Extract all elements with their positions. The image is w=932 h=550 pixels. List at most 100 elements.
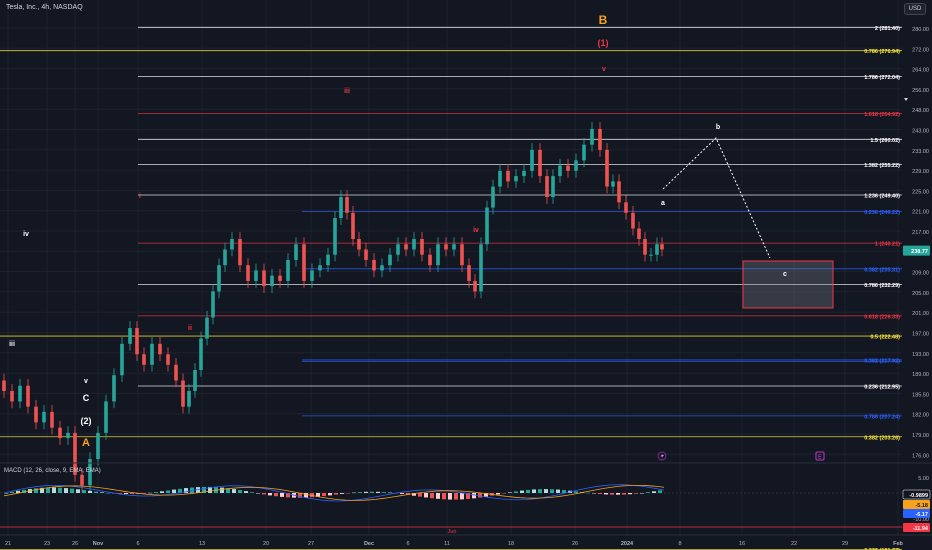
candle-body [294, 244, 298, 260]
time-tick-label: 26 [72, 541, 78, 547]
macd-histogram-bar [64, 488, 68, 493]
macd-histogram-bar [262, 493, 266, 495]
macd-histogram-bar [622, 493, 626, 495]
candle-body [58, 427, 62, 439]
candle-body [545, 176, 549, 198]
time-tick-label: 20 [263, 541, 269, 547]
candle-body [73, 432, 77, 475]
candle-body [34, 406, 38, 423]
candle-body [187, 390, 191, 407]
macd-histogram-bar [286, 493, 290, 498]
candle-body [10, 390, 14, 402]
macd-histogram-bar [178, 488, 182, 493]
time-tick-label: 8 [678, 541, 681, 547]
macd-histogram-bar [496, 493, 500, 495]
fib-level-label: 1.5 (260.02) [870, 138, 900, 144]
price-tick-label: 217.00 [912, 230, 929, 236]
macd-histogram-bar [100, 492, 104, 493]
macd-histogram-bar [502, 493, 506, 494]
candle-body [302, 244, 306, 281]
fib-level-label: 1.786 (272.04) [864, 75, 900, 81]
macd-value-label: -5.18 [915, 503, 928, 509]
candle-body [339, 197, 343, 219]
svg-text:E: E [818, 455, 822, 461]
candle-body [50, 411, 54, 428]
wave-label: B [599, 13, 608, 27]
candle-body [574, 160, 578, 171]
fib-level-label: 0.786 (276.94) [864, 49, 900, 55]
macd-histogram-bar [646, 492, 650, 493]
wave-label: v [602, 66, 606, 73]
macd-histogram-bar [400, 493, 404, 494]
symbol-title[interactable]: Tesla, Inc., 4h, NASDAQ [6, 4, 83, 11]
wave-label: a [661, 200, 665, 207]
macd-histogram-bar [418, 493, 422, 497]
candle-body [357, 238, 361, 250]
macd-histogram-bar [436, 493, 440, 499]
price-tick-label: 185.50 [912, 392, 929, 398]
macd-histogram-bar [448, 493, 452, 500]
candle-body [345, 197, 349, 213]
macd-histogram-bar [226, 488, 230, 493]
macd-histogram-bar [508, 492, 512, 493]
wave-label: b [716, 124, 720, 131]
fib-level-label: 0.786 (207.24) [864, 414, 900, 420]
macd-histogram-bar [478, 493, 482, 498]
fib-level-label: 0.236 (181.77) [864, 548, 900, 550]
candle-body [598, 128, 602, 150]
candle-body [412, 238, 416, 250]
candle-body [624, 202, 628, 213]
caret-down-icon [904, 98, 908, 101]
macd-histogram-bar [268, 493, 272, 496]
candle-body [380, 265, 384, 271]
macd-histogram-bar [364, 491, 368, 493]
wave-label: iii [344, 88, 350, 95]
candle-body [104, 401, 108, 433]
candle-body [150, 343, 154, 365]
candle-body [566, 165, 570, 171]
candle-body [590, 128, 594, 145]
macd-histogram-bar [274, 493, 278, 497]
fib-level-label: 0.236 (212.95) [864, 384, 900, 390]
time-tick-label: 13 [199, 541, 205, 547]
candle-body [396, 244, 400, 255]
price-tick-label: 225.00 [912, 189, 929, 195]
macd-histogram-bar [196, 487, 200, 493]
macd-value-badge [903, 500, 930, 509]
macd-histogram-bar [316, 493, 320, 497]
current-price-label: 238.77 [911, 249, 928, 255]
candle-body [199, 338, 203, 370]
price-tick-label: 248.00 [912, 108, 929, 114]
candle-body [473, 280, 477, 292]
price-tick-label: 197.00 [912, 332, 929, 338]
candle-body [428, 254, 432, 266]
projection-path [662, 137, 771, 259]
macd-histogram-bar [250, 492, 254, 493]
candle-body [491, 186, 495, 208]
time-tick-label: 29 [842, 541, 848, 547]
macd-histogram-bar [94, 491, 98, 493]
candle-body [254, 270, 258, 281]
candle-body [436, 244, 440, 266]
price-tick-label: 176.00 [912, 453, 929, 459]
macd-histogram-bar [58, 487, 62, 493]
time-tick-label: 6 [406, 541, 409, 547]
candle-body [637, 228, 641, 239]
candle-body [660, 244, 664, 250]
macd-histogram-bar [184, 488, 188, 493]
macd-histogram-bar [616, 493, 620, 495]
currency-button[interactable]: USD [904, 3, 926, 15]
candle-body [372, 259, 376, 271]
macd-histogram-bar [166, 490, 170, 493]
macd-histogram-bar [574, 491, 578, 493]
candle-body [166, 354, 170, 365]
macd-indicator-label[interactable]: MACD (12, 26, close, 9, EMA, EMA) [4, 468, 101, 474]
time-tick-label: 2024 [621, 541, 634, 547]
price-tick-label: 201.00 [912, 311, 929, 317]
wave-label: i [139, 193, 141, 200]
fib-level-label: 0.618 (226.33) [864, 314, 900, 320]
macd-histogram-bar [232, 489, 236, 493]
macd-histogram-bar [34, 488, 38, 493]
fib-level-label: 0.786 (232.29) [864, 283, 900, 289]
